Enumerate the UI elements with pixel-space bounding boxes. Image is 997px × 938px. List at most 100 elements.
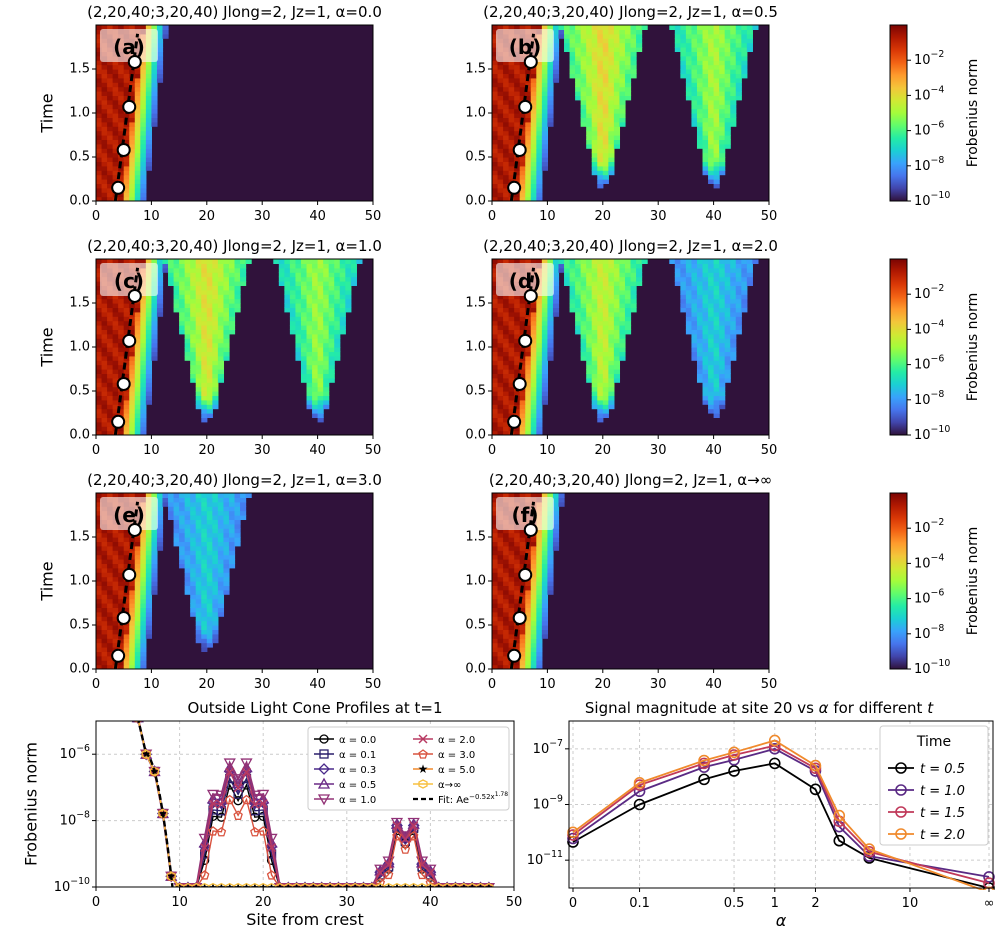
heatmap-cell: [580, 276, 587, 282]
heatmap-cell: [140, 399, 147, 405]
heatmap-cell: [525, 660, 532, 666]
heatmap-cell: [602, 174, 609, 180]
heatmap-cell: [212, 382, 219, 388]
heatmap-cell: [140, 664, 147, 669]
heatmap-cell: [525, 152, 532, 158]
heatmap-cell: [145, 576, 152, 582]
heatmap-cell: [140, 259, 147, 264]
heatmap-cell: [212, 289, 219, 295]
heatmap-cell: [223, 333, 230, 339]
heatmap-cell: [112, 391, 119, 396]
heatmap-cell: [492, 113, 499, 118]
heatmap-cell: [536, 148, 543, 154]
heatmap-cell: [602, 47, 609, 52]
heatmap-cell: [156, 47, 164, 52]
heatmap-cell: [608, 86, 615, 92]
heatmap-cell: [101, 567, 108, 573]
heatmap-cell: [719, 285, 726, 291]
heatmap-cell: [536, 342, 543, 348]
heatmap-cell: [223, 263, 230, 269]
heatmap-cell: [140, 417, 147, 423]
heatmap-cell: [685, 86, 693, 92]
heatmap-cell: [107, 338, 114, 344]
heatmap-cell: [206, 342, 213, 348]
heatmap-cell: [101, 373, 108, 379]
heatmap-cell: [151, 572, 158, 578]
heatmap-cell: [541, 113, 548, 118]
heatmap-cell: [96, 342, 103, 348]
heatmap-cell: [608, 170, 615, 176]
heatmap-cell: [674, 33, 681, 39]
heatmap-cell: [284, 281, 291, 286]
heatmap-cell: [503, 135, 510, 140]
heatmap-cell: [140, 73, 147, 79]
heatmap-cell: [240, 272, 247, 278]
heatmap-cell: [536, 633, 543, 639]
heatmap-cell: [691, 38, 698, 44]
x-tick-label: 0: [92, 443, 100, 458]
heatmap-cell: [173, 510, 180, 516]
heatmap-cell: [112, 607, 119, 613]
heatmap-cell: [503, 528, 510, 534]
heatmap-cell: [295, 329, 302, 335]
heatmap-cell: [525, 594, 532, 600]
heatmap-cell: [492, 364, 499, 370]
heatmap-cell: [96, 559, 103, 564]
heatmap-cell: [503, 311, 510, 317]
heatmap-cell: [234, 276, 241, 282]
heatmap-cell: [602, 399, 609, 405]
heatmap-cell: [345, 276, 352, 282]
heatmap-cell: [547, 99, 554, 105]
heatmap-cell: [184, 347, 191, 352]
heatmap-cell: [591, 272, 598, 278]
heatmap-cell: [112, 581, 119, 586]
heatmap-cell: [541, 576, 548, 582]
heatmap-cell: [195, 369, 202, 374]
heatmap-cell: [123, 69, 130, 74]
heatmap-cell: [134, 355, 141, 361]
heatmap-cell: [101, 493, 108, 498]
heatmap-cell: [295, 294, 302, 300]
heatmap-cell: [112, 550, 119, 556]
heatmap-cell: [724, 64, 731, 70]
heatmap-cell: [713, 259, 720, 264]
heatmap-cell: [312, 351, 319, 357]
heatmap-cell: [636, 42, 643, 48]
heatmap-cell: [508, 316, 515, 322]
heatmap-cell: [312, 329, 319, 335]
heatmap-cell: [702, 316, 709, 322]
heatmap-cell: [536, 581, 543, 586]
heatmap-cell: [129, 179, 136, 184]
heatmap-cell: [206, 338, 213, 344]
heatmap-cell: [575, 267, 582, 273]
heatmap-cell: [140, 382, 147, 388]
heatmap-cell: [613, 29, 621, 35]
heatmap-cell: [101, 320, 108, 326]
heatmap-cell: [508, 373, 515, 379]
heatmap-cell: [101, 148, 108, 154]
heatmap-cell: [312, 360, 319, 366]
heatmap-cell: [234, 303, 241, 308]
heatmap-cell: [503, 537, 510, 542]
heatmap-cell: [134, 616, 141, 622]
heatmap-cell: [234, 501, 241, 507]
heatmap-cell: [212, 364, 219, 370]
heatmap-cell: [151, 493, 158, 498]
heatmap-cell: [96, 660, 103, 666]
heatmap-cell: [134, 369, 141, 374]
heatmap-cell: [503, 377, 510, 383]
crest-fit-line: [113, 501, 140, 670]
heatmap-cell: [503, 60, 510, 66]
heatmap-cell: [195, 360, 202, 366]
heatmap-cell: [713, 157, 720, 162]
heatmap-cell: [101, 664, 108, 669]
heatmap-cell: [713, 267, 720, 273]
heatmap-cell: [719, 373, 726, 379]
heatmap-cell: [284, 303, 291, 308]
heatmap-cell: [525, 121, 532, 127]
heatmap-cell: [602, 130, 609, 136]
heatmap-cell: [624, 47, 632, 52]
heatmap-cell: [107, 130, 114, 136]
heatmap-cell: [96, 42, 103, 48]
heatmap-cell: [134, 493, 141, 498]
